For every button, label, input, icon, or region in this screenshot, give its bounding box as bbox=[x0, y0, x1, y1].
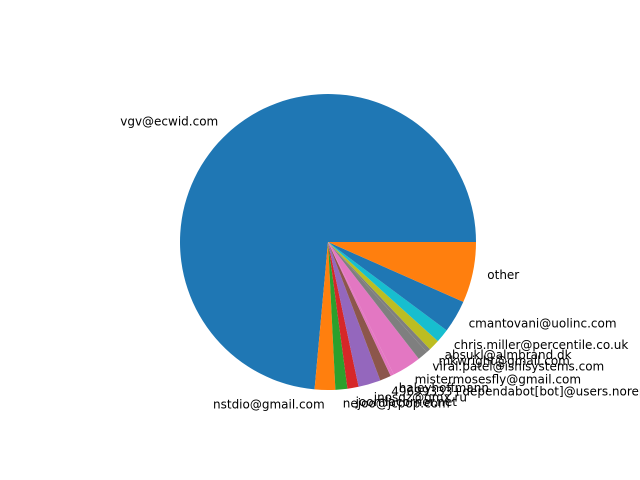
pie-label-6: haleyhoffmann bbox=[399, 381, 489, 395]
pie-label-13: other bbox=[487, 268, 519, 282]
pie-label-8: viral.patel@ishisystems.com bbox=[432, 359, 604, 373]
pie-slice-7 bbox=[328, 242, 419, 375]
pie-slice-9 bbox=[328, 242, 431, 353]
pie-label-7: mistermosesfly@gmail.com bbox=[415, 372, 581, 386]
pie-slice-2 bbox=[328, 242, 348, 390]
pie-slice-5 bbox=[328, 242, 391, 381]
pie-labels: vgv@ecwid.com nstdio@gmail.com nejoo@jcpop… bbox=[120, 114, 640, 411]
pie-slices bbox=[180, 94, 477, 391]
pie-slice-6 bbox=[328, 242, 394, 377]
pie-label-12: cmantovani@uolinc.com bbox=[469, 317, 617, 331]
pie-label-2: nejoo@jcpop.com bbox=[343, 397, 450, 411]
pie-slice-8 bbox=[328, 242, 427, 359]
pie-slice-3 bbox=[328, 242, 359, 389]
pie-slice-4 bbox=[328, 242, 381, 387]
pie-label-3: joomlacorner.net bbox=[355, 395, 458, 409]
pie-label-4: jnosqz@gmx.ru bbox=[373, 391, 467, 405]
pie-slice-1 bbox=[314, 242, 336, 391]
pie-label-0: vgv@ecwid.com bbox=[120, 114, 218, 128]
pie-label-10: absukl@almbrand.dk bbox=[445, 348, 572, 362]
pie-slice-10 bbox=[328, 242, 438, 350]
pie-slice-13 bbox=[328, 242, 476, 302]
pie-label-5: 49699333+dependabot[bot]@users.noreply.g… bbox=[391, 384, 640, 398]
pie-label-11: chris.miller@percentile.co.uk bbox=[454, 338, 629, 352]
pie-label-9: mkwright@gmail.com bbox=[438, 354, 569, 368]
pie-slice-0 bbox=[180, 94, 477, 390]
pie-slice-12 bbox=[328, 242, 464, 331]
pie-label-1: nstdio@gmail.com bbox=[213, 397, 325, 411]
pie-slice-11 bbox=[328, 242, 447, 342]
